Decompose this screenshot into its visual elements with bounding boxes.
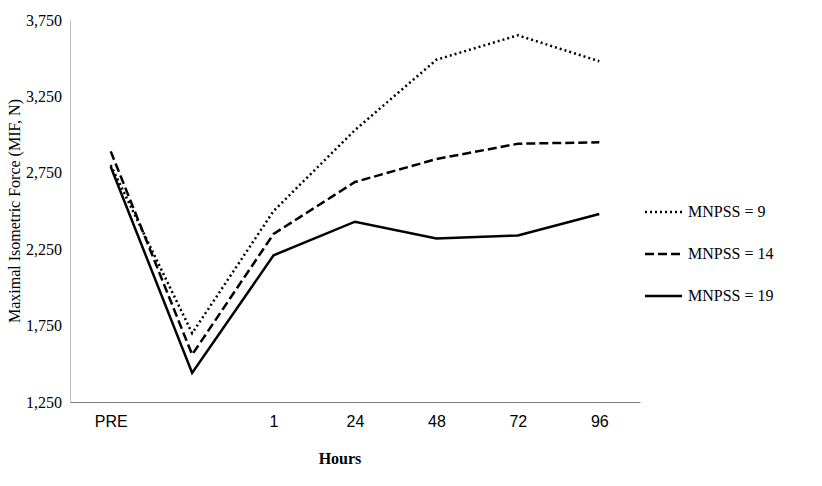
y-tick-label: 3,250	[26, 88, 62, 105]
x-axis-line	[71, 402, 641, 403]
legend-label: MNPSS = 9	[688, 203, 766, 220]
x-tick: 96	[591, 402, 609, 430]
chart: 1,250 1,750 2,250 2,750 3,250 3,750 PRE 1 24 48 72…	[0, 0, 822, 486]
x-tick-label: 96	[591, 413, 609, 430]
y-tick-label: 3,750	[26, 12, 62, 29]
y-axis-line	[70, 21, 71, 403]
legend-swatch	[645, 295, 682, 298]
x-tick: 24	[347, 402, 365, 430]
y-tick-label: 1,250	[26, 394, 62, 411]
x-tick: 48	[428, 402, 446, 430]
y-axis-title: Maximal Isometric Force (MIF, N)	[6, 99, 24, 323]
x-tick-label: 72	[509, 413, 527, 430]
plot-area	[111, 35, 600, 373]
y-tick-label: 2,250	[26, 241, 62, 258]
y-tick: 3,250	[26, 88, 70, 105]
x-tick-label: 24	[347, 413, 365, 430]
series-line	[111, 35, 600, 333]
y-tick: 2,250	[26, 241, 70, 258]
x-tick-label: PRE	[95, 413, 128, 430]
y-tick-label: 1,750	[26, 317, 62, 334]
series-line	[111, 142, 600, 354]
y-tick: 3,750	[26, 12, 70, 29]
y-tick: 1,250	[26, 394, 70, 411]
y-tick-label: 2,750	[26, 164, 62, 181]
x-axis: PRE 1 24 48 72 96	[71, 402, 641, 430]
legend-swatch	[645, 211, 682, 214]
y-tick: 1,750	[26, 317, 70, 334]
x-tick: 1	[270, 402, 279, 430]
y-tick: 2,750	[26, 164, 70, 181]
legend-label: MNPSS = 14	[688, 245, 774, 262]
y-axis: 1,250 1,750 2,250 2,750 3,250 3,750	[26, 12, 71, 411]
x-axis-title: Hours	[319, 450, 362, 467]
series-line	[111, 167, 600, 373]
x-tick: PRE	[95, 402, 128, 430]
legend: MNPSS = 9 MNPSS = 14 MNPSS = 19	[645, 203, 774, 304]
x-tick: 72	[509, 402, 527, 430]
x-tick-label: 48	[428, 413, 446, 430]
legend-label: MNPSS = 19	[688, 287, 774, 304]
x-tick-label: 1	[270, 413, 279, 430]
legend-swatch	[645, 253, 682, 256]
